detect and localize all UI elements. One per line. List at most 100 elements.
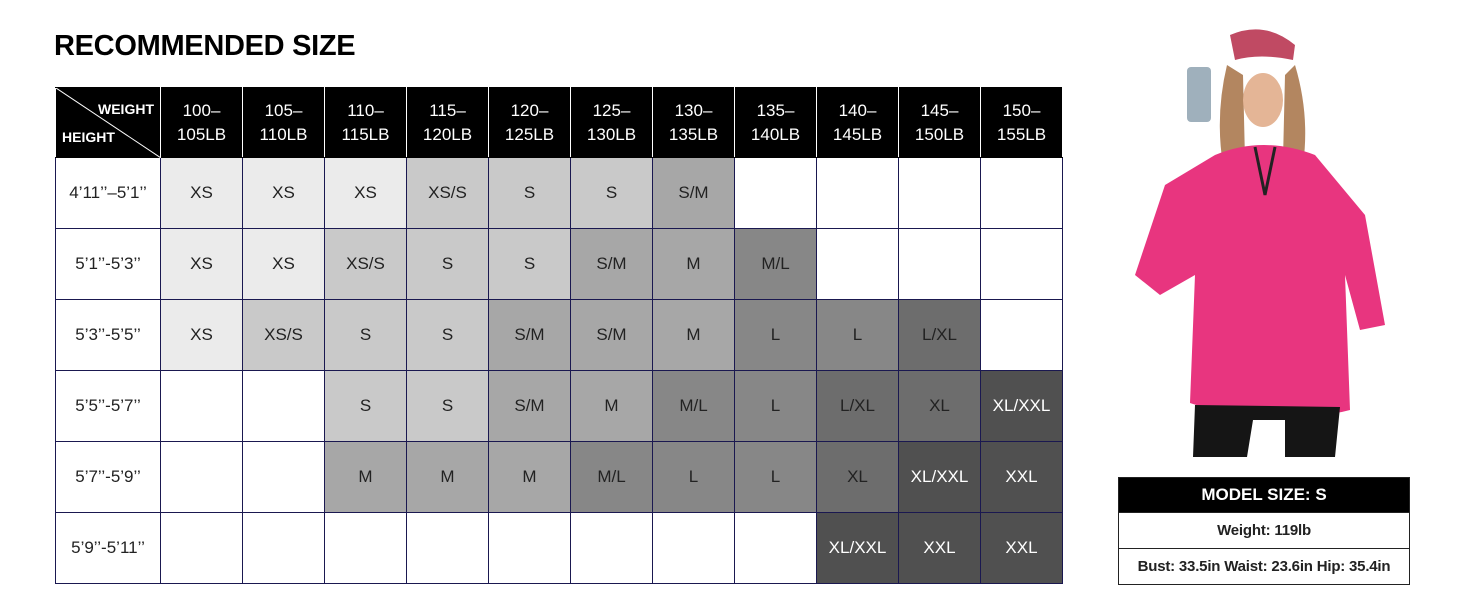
height-range: 5’1’’-5’3’’ <box>55 228 161 300</box>
size-cell: XS <box>160 157 243 229</box>
height-range: 5’5’’-5’7’’ <box>55 370 161 442</box>
model-size-table: MODEL SIZE: S Weight: 119lb Bust: 33.5in… <box>1118 477 1410 585</box>
size-cell <box>652 512 735 584</box>
diagonal-divider <box>56 88 161 158</box>
size-cell <box>488 512 571 584</box>
size-cell: M <box>406 441 489 513</box>
size-cell: L <box>652 441 735 513</box>
size-cell <box>160 441 243 513</box>
size-cell <box>242 441 325 513</box>
size-cell: XL/XXL <box>898 441 981 513</box>
model-weight: Weight: 119lb <box>1118 512 1410 549</box>
size-cell <box>980 228 1063 300</box>
size-cell: XL <box>898 370 981 442</box>
size-cell: S/M <box>570 228 653 300</box>
size-cell <box>160 370 243 442</box>
height-range: 5’9’’-5’11’’ <box>55 512 161 584</box>
weight-column-header: 110– 115LB <box>324 87 407 158</box>
weight-column-header: 115– 120LB <box>406 87 489 158</box>
size-cell: M <box>652 299 735 371</box>
size-cell: XS/S <box>324 228 407 300</box>
size-cell <box>324 512 407 584</box>
size-chart-table: WEIGHT HEIGHT 100– 105LB 105– 110LB 110– 1… <box>55 87 1063 584</box>
weight-column-header: 120– 125LB <box>488 87 571 158</box>
size-cell <box>160 512 243 584</box>
size-cell: M <box>324 441 407 513</box>
height-range: 5’7’’-5’9’’ <box>55 441 161 513</box>
size-cell <box>734 157 817 229</box>
model-photo <box>1135 25 1390 460</box>
size-cell <box>242 370 325 442</box>
size-cell: XL/XXL <box>980 370 1063 442</box>
weight-column-header: 135– 140LB <box>734 87 817 158</box>
table-row: 5’7’’-5’9’’ M M M M/L L L XL XL/XXL XXL <box>55 441 1063 513</box>
weight-column-header: 130– 135LB <box>652 87 735 158</box>
height-range: 5’3’’-5’5’’ <box>55 299 161 371</box>
model-measurements: Bust: 33.5in Waist: 23.6in Hip: 35.4in <box>1118 548 1410 585</box>
height-range: 4’11’’–5’1’’ <box>55 157 161 229</box>
size-cell: XXL <box>980 441 1063 513</box>
height-label: HEIGHT <box>62 129 115 145</box>
size-cell: M <box>652 228 735 300</box>
weight-column-header: 145– 150LB <box>898 87 981 158</box>
size-cell: XS <box>242 228 325 300</box>
weight-column-header: 150– 155LB <box>980 87 1063 158</box>
size-cell: S <box>570 157 653 229</box>
size-cell: XS <box>242 157 325 229</box>
size-cell: S <box>406 370 489 442</box>
size-cell: XS/S <box>406 157 489 229</box>
model-size-header: MODEL SIZE: S <box>1118 477 1410 513</box>
size-cell <box>406 512 489 584</box>
size-cell: S <box>406 228 489 300</box>
size-cell: S <box>406 299 489 371</box>
size-cell: S/M <box>488 370 571 442</box>
weight-column-header: 140– 145LB <box>816 87 899 158</box>
size-cell <box>980 299 1063 371</box>
size-cell: L <box>734 370 817 442</box>
size-cell: L <box>734 441 817 513</box>
size-cell: L <box>734 299 817 371</box>
size-cell: M/L <box>734 228 817 300</box>
size-cell: M/L <box>570 441 653 513</box>
size-cell <box>898 157 981 229</box>
table-row: 4’11’’–5’1’’ XS XS XS XS/S S S S/M <box>55 157 1063 229</box>
size-cell: S/M <box>652 157 735 229</box>
size-cell: XS/S <box>242 299 325 371</box>
size-cell: M <box>570 370 653 442</box>
weight-label: WEIGHT <box>98 101 154 117</box>
table-row: 5’9’’-5’11’’ XL/XXL XXL XXL <box>55 512 1063 584</box>
size-cell: L/XL <box>816 370 899 442</box>
table-row: 5’1’’-5’3’’ XS XS XS/S S S S/M M M/L <box>55 228 1063 300</box>
size-cell: S <box>488 157 571 229</box>
size-cell <box>816 157 899 229</box>
weight-column-header: 100– 105LB <box>160 87 243 158</box>
size-cell: XL <box>816 441 899 513</box>
size-cell <box>980 157 1063 229</box>
weight-column-header: 105– 110LB <box>242 87 325 158</box>
size-cell <box>816 228 899 300</box>
size-cell: S <box>488 228 571 300</box>
size-cell: L <box>816 299 899 371</box>
size-cell <box>734 512 817 584</box>
size-cell: L/XL <box>898 299 981 371</box>
size-cell: XS <box>160 228 243 300</box>
size-cell: M <box>488 441 571 513</box>
table-row: 5’5’’-5’7’’ S S S/M M M/L L L/XL XL XL/XXL <box>55 370 1063 442</box>
size-cell: S/M <box>570 299 653 371</box>
page-title: RECOMMENDED SIZE <box>54 30 356 62</box>
size-cell <box>242 512 325 584</box>
size-cell: S <box>324 370 407 442</box>
table-row: 5’3’’-5’5’’ XS XS/S S S S/M S/M M L L L/XL <box>55 299 1063 371</box>
size-cell: XXL <box>898 512 981 584</box>
size-cell: XS <box>324 157 407 229</box>
corner-header: WEIGHT HEIGHT <box>55 87 161 158</box>
size-cell <box>898 228 981 300</box>
size-cell: M/L <box>652 370 735 442</box>
weight-column-header: 125– 130LB <box>570 87 653 158</box>
size-cell: XS <box>160 299 243 371</box>
size-cell: XL/XXL <box>816 512 899 584</box>
size-cell: XXL <box>980 512 1063 584</box>
size-cell <box>570 512 653 584</box>
size-cell: S <box>324 299 407 371</box>
size-cell: S/M <box>488 299 571 371</box>
